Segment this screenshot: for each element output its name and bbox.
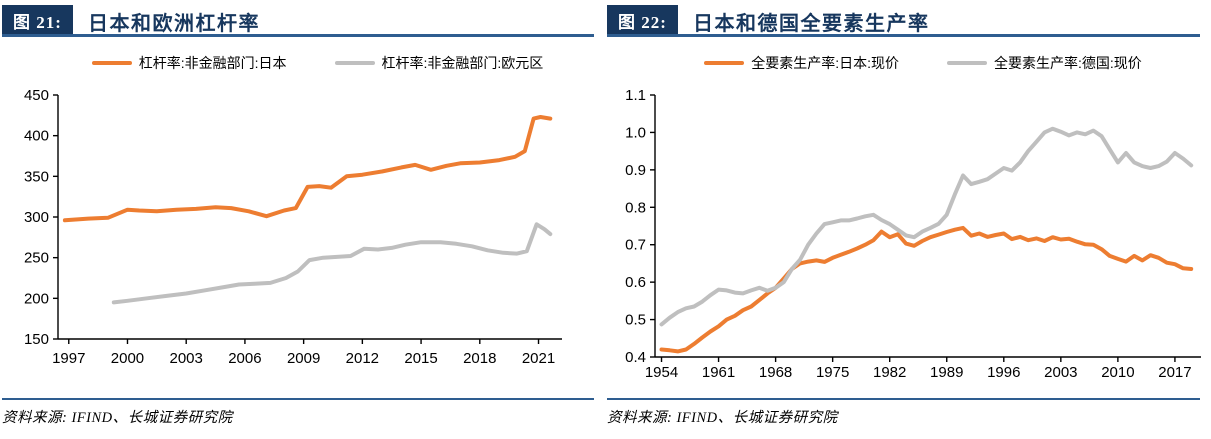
legend-item-japan-tfp: 全要素生产率:日本:现价	[704, 53, 899, 73]
x-tick-label: 1996	[987, 364, 1020, 381]
series-line-1	[111, 222, 553, 305]
legend-swatch-icon	[334, 60, 375, 66]
x-tick-label: 2021	[522, 350, 555, 367]
figure-title: 日本和德国全要素生产率	[693, 13, 930, 35]
x-tick-label: 2006	[228, 350, 261, 367]
x-tick-label: 1961	[702, 364, 735, 381]
x-tick-label: 2003	[1044, 364, 1077, 381]
legend-label: 杠杆率:非金融部门:欧元区	[381, 55, 544, 71]
figure-number-label: 图 22:	[618, 12, 667, 32]
x-tick-label: 1975	[816, 364, 849, 381]
y-tick-label: 0.8	[625, 199, 646, 216]
legend-swatch-icon	[704, 60, 745, 66]
source-note: 资料来源: IFIND、长城证券研究院	[607, 410, 838, 426]
y-tick-label: 0.4	[625, 349, 646, 366]
y-tick-label: 0.7	[625, 237, 646, 254]
x-tick-label: 1968	[759, 364, 792, 381]
legend-item-eurozone-leverage: 杠杆率:非金融部门:欧元区	[334, 53, 544, 73]
x-tick-label: 2003	[170, 350, 203, 367]
y-tick-label: 0.9	[625, 162, 646, 179]
y-tick-label: 150	[24, 331, 49, 348]
x-tick-label: 2009	[287, 350, 320, 367]
y-tick-label: 400	[24, 128, 49, 145]
figure-number-badge: 图 22:	[607, 5, 678, 35]
x-tick-label: 1954	[645, 364, 678, 381]
x-tick-label: 2000	[111, 350, 144, 367]
header-rule	[2, 34, 594, 37]
legend-swatch-icon	[947, 60, 987, 66]
x-tick-label: 2012	[346, 350, 379, 367]
figure-title: 日本和欧洲杠杆率	[88, 13, 260, 35]
series-line-1	[659, 126, 1194, 327]
legend-item-germany-tfp: 全要素生产率:德国:现价	[947, 53, 1142, 73]
legend-label: 全要素生产率:德国:现价	[994, 55, 1142, 71]
x-tick-label: 1989	[930, 364, 963, 381]
y-tick-label: 200	[24, 290, 49, 307]
leverage-line-chart: 150 200 250 300 350 400 450 1997 2000 2003 2006 200…	[24, 87, 562, 367]
x-tick-label: 2018	[463, 350, 496, 367]
x-tick-label: 2015	[404, 350, 437, 367]
figure-22-panel: 图 22: 日本和德国全要素生产率 全要素生产率:日本:现价 全要素生产率:德国…	[605, 0, 1211, 439]
x-tick-label: 1982	[873, 364, 906, 381]
y-tick-label: 450	[24, 87, 49, 104]
y-tick-label: 1.1	[625, 87, 646, 104]
legend-swatch-icon	[91, 60, 132, 66]
chart-legend: 杠杆率:非金融部门:日本 杠杆率:非金融部门:欧元区	[30, 53, 605, 73]
y-tick-label: 300	[24, 209, 49, 226]
legend-label: 杠杆率:非金融部门:日本	[138, 55, 287, 71]
y-tick-label: 250	[24, 250, 49, 267]
source-divider	[2, 398, 594, 400]
chart-legend: 全要素生产率:日本:现价 全要素生产率:德国:现价	[635, 53, 1211, 73]
x-tick-label: 2017	[1158, 364, 1191, 381]
series-line-0	[659, 225, 1194, 354]
legend-item-japan-leverage: 杠杆率:非金融部门:日本	[91, 53, 287, 73]
y-tick-label: 0.5	[625, 312, 646, 329]
figure-number-badge: 图 21:	[2, 5, 73, 35]
y-tick-label: 350	[24, 168, 49, 185]
source-note: 资料来源: IFIND、长城证券研究院	[2, 410, 233, 426]
y-tick-label: 1.0	[625, 124, 646, 141]
y-tick-label: 0.6	[625, 274, 646, 291]
legend-label: 全要素生产率:日本:现价	[751, 55, 899, 71]
source-divider	[607, 398, 1200, 400]
header-rule	[607, 34, 1200, 37]
x-tick-label: 2010	[1101, 364, 1134, 381]
figure-21-panel: 图 21: 日本和欧洲杠杆率 杠杆率:非金融部门:日本 杠杆率:非金融部门:欧元…	[0, 0, 605, 439]
x-tick-label: 1997	[52, 350, 85, 367]
figure-number-label: 图 21:	[13, 12, 62, 32]
tfp-line-chart: 0.4 0.5 0.6 0.7 0.8 0.9 1.0 1.1 1954 1961 1968 1975…	[625, 87, 1201, 381]
series-line-0	[62, 115, 553, 223]
